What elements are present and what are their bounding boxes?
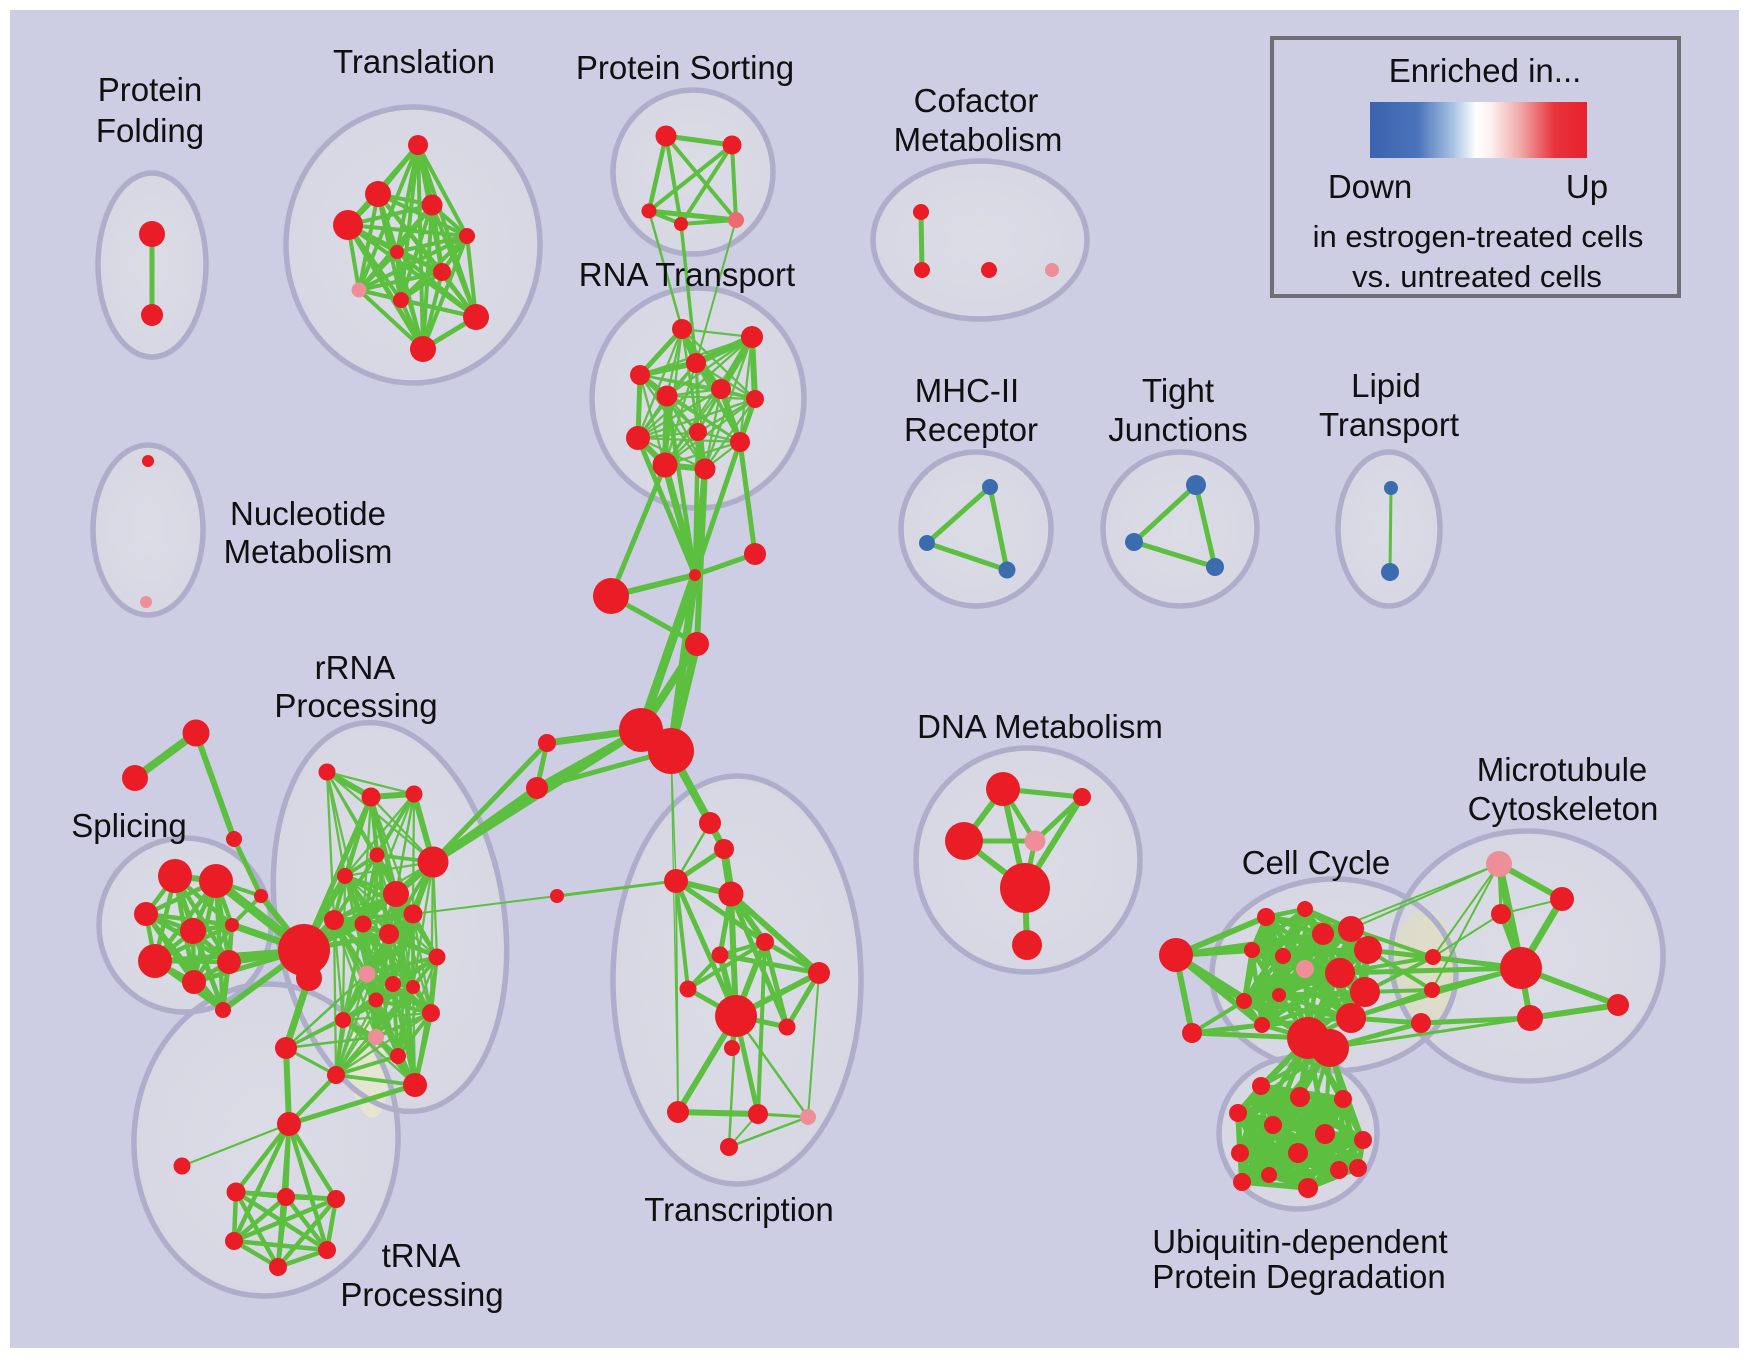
svg-text:tRNA: tRNA [382, 1237, 461, 1274]
svg-text:Folding: Folding [96, 112, 204, 149]
svg-text:Metabolism: Metabolism [894, 121, 1063, 158]
svg-text:rRNA: rRNA [315, 649, 396, 686]
svg-text:Metabolism: Metabolism [224, 533, 393, 570]
svg-text:Ubiquitin-dependent: Ubiquitin-dependent [1152, 1223, 1447, 1260]
svg-text:RNA Transport: RNA Transport [579, 256, 795, 293]
svg-text:Protein: Protein [98, 71, 203, 108]
svg-text:Lipid: Lipid [1351, 367, 1421, 404]
svg-text:Cell Cycle: Cell Cycle [1242, 844, 1391, 881]
svg-text:MHC-II: MHC-II [915, 372, 1019, 409]
svg-text:Transcription: Transcription [644, 1191, 834, 1228]
svg-text:Splicing: Splicing [71, 807, 187, 844]
svg-text:Nucleotide: Nucleotide [230, 495, 386, 532]
svg-text:Cytoskeleton: Cytoskeleton [1468, 790, 1659, 827]
svg-text:Enriched in...: Enriched in... [1389, 52, 1582, 89]
svg-text:DNA Metabolism: DNA Metabolism [917, 708, 1163, 745]
svg-text:Junctions: Junctions [1108, 411, 1247, 448]
svg-text:Protein Degradation: Protein Degradation [1152, 1258, 1446, 1295]
svg-text:Tight: Tight [1142, 372, 1214, 409]
svg-text:Receptor: Receptor [904, 411, 1038, 448]
svg-text:Up: Up [1566, 168, 1608, 205]
svg-text:Cofactor: Cofactor [914, 82, 1039, 119]
svg-text:Microtubule: Microtubule [1477, 751, 1648, 788]
svg-text:Translation: Translation [333, 43, 495, 80]
svg-text:Down: Down [1328, 168, 1412, 205]
svg-text:in estrogen-treated cells: in estrogen-treated cells [1313, 219, 1644, 254]
svg-text:vs. untreated cells: vs. untreated cells [1352, 259, 1602, 294]
svg-text:Protein Sorting: Protein Sorting [576, 49, 794, 86]
svg-text:Transport: Transport [1319, 406, 1459, 443]
svg-text:Processing: Processing [274, 687, 437, 724]
svg-text:Processing: Processing [340, 1276, 503, 1313]
